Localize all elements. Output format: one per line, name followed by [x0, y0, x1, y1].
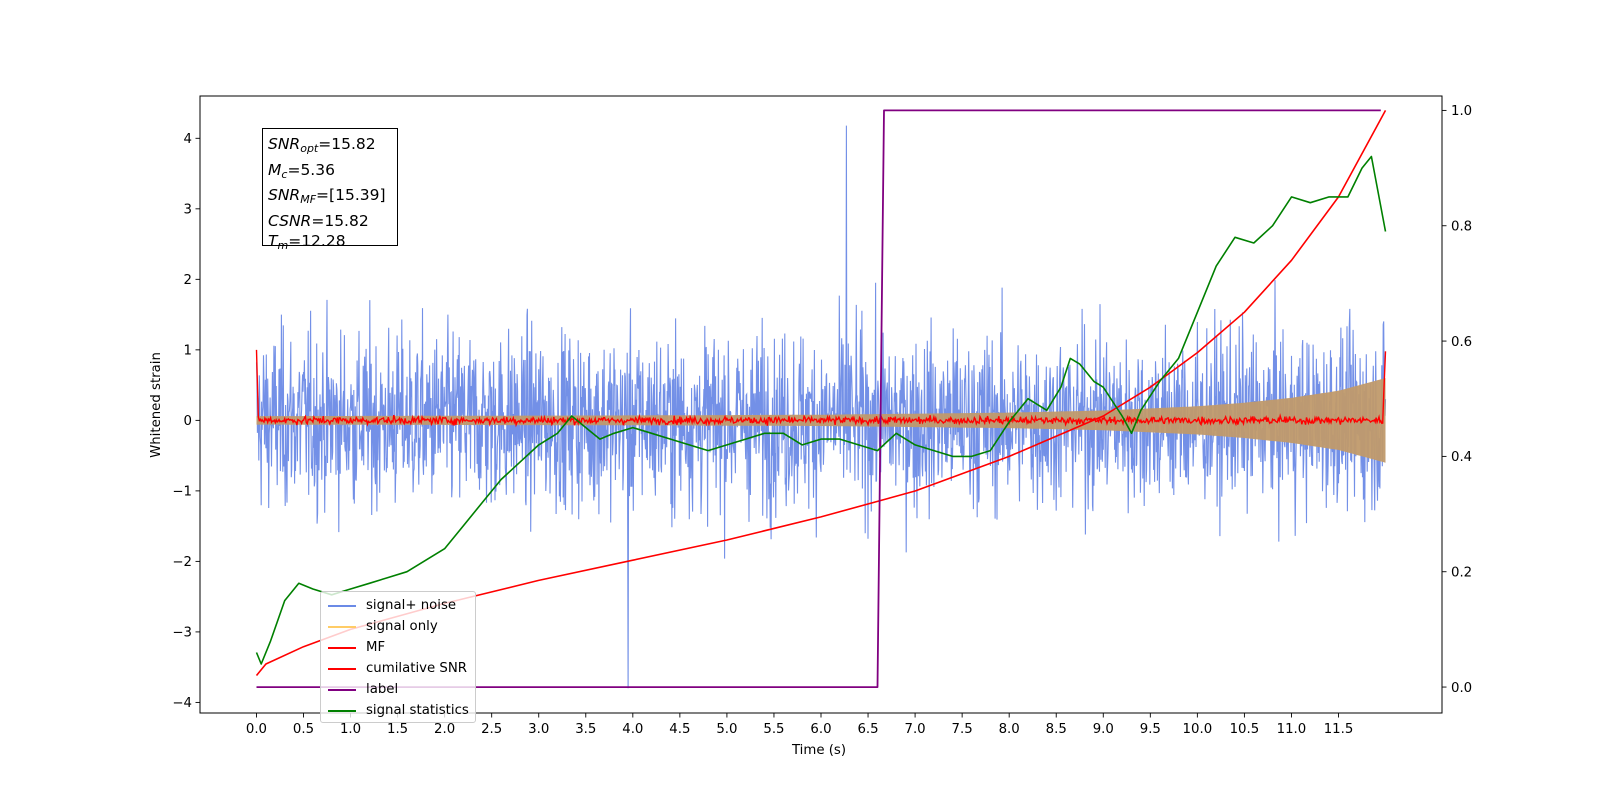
- x-tick-label: 0.5: [293, 722, 314, 737]
- x-tick-label: 0.0: [246, 722, 267, 737]
- legend-label-signal-noise: signal+ noise: [366, 598, 457, 613]
- x-tick-label: 7.0: [905, 722, 926, 737]
- legend-swatch-signal-noise: [328, 604, 356, 607]
- legend-swatch-cumulative-snr: [328, 667, 356, 670]
- legend-label-cumulative-snr: cumilative SNR: [366, 661, 468, 676]
- x-tick-label: 1.5: [387, 722, 408, 737]
- legend-swatch-signal-only: [328, 625, 356, 628]
- x-tick-label: 2.0: [434, 722, 455, 737]
- snr-mf-annotation: SNRMF=[15.39]: [268, 186, 386, 207]
- y-tick-label: −4: [172, 696, 192, 711]
- x-tick-label: 9.5: [1140, 722, 1161, 737]
- series-label-line: [256, 109, 1381, 688]
- y-tick-label: 0: [184, 414, 192, 429]
- y-tick-label: 4: [184, 132, 192, 147]
- legend-swatch-signal-statistics: [328, 709, 356, 712]
- x-tick-label: 7.5: [952, 722, 973, 737]
- y2-tick-label: 0.4: [1451, 450, 1472, 465]
- x-tick-label: 6.0: [810, 722, 831, 737]
- x-tick-label: 11.5: [1324, 722, 1354, 737]
- tm-annotation: Tm=12.28: [268, 232, 346, 253]
- tm-value: 12.28: [301, 232, 346, 251]
- y2-tick-label: 0.6: [1451, 335, 1472, 350]
- y2-tick-label: 0.8: [1451, 219, 1472, 234]
- csnr-annotation: CSNR=15.82: [268, 211, 369, 230]
- snr-opt-value: 15.82: [331, 135, 376, 153]
- legend-label-signal-only: signal only: [366, 619, 438, 634]
- y-axis-label: Whitened strain: [149, 352, 164, 458]
- y2-tick-label: 1.0: [1451, 104, 1472, 119]
- x-tick-label: 1.0: [340, 722, 361, 737]
- legend-item-label: label: [321, 679, 475, 700]
- legend-label-label: label: [366, 682, 399, 697]
- x-tick-label: 3.5: [575, 722, 596, 737]
- legend-label-mf: MF: [366, 640, 386, 655]
- mc-annotation: Mc=5.36: [268, 160, 335, 181]
- metrics-annotation-box: SNRopt=15.82 Mc=5.36 SNRMF=[15.39] CSNR=…: [262, 128, 398, 252]
- legend-item-cumulative-snr: cumilative SNR: [321, 658, 475, 679]
- x-tick-label: 4.0: [622, 722, 643, 737]
- legend: signal+ noise signal only MF cumilative …: [320, 591, 476, 723]
- x-tick-label: 5.5: [763, 722, 784, 737]
- mc-value: 5.36: [300, 160, 335, 179]
- x-axis-label: Time (s): [791, 743, 846, 758]
- x-tick-label: 4.5: [669, 722, 690, 737]
- legend-label-signal-statistics: signal statistics: [366, 703, 469, 718]
- y-tick-label: 1: [184, 344, 192, 359]
- y-axis-right: 0.0 0.2 0.4 0.6 0.8 1.0: [1442, 104, 1472, 696]
- series-signal-statistics-line: [255, 155, 1387, 665]
- x-tick-label: 8.5: [1046, 722, 1067, 737]
- y-tick-label: −3: [172, 626, 192, 641]
- x-tick-label: 2.5: [481, 722, 502, 737]
- x-tick-label: 6.5: [857, 722, 878, 737]
- x-tick-label: 10.5: [1230, 722, 1260, 737]
- series-signal-noise-line: [255, 125, 1387, 689]
- y2-tick-label: 0.0: [1451, 681, 1472, 696]
- y2-tick-label: 0.2: [1451, 565, 1472, 580]
- legend-swatch-label: [328, 688, 356, 691]
- y-axis-left: −4 −3 −2 −1 0 1 2 3 4: [172, 132, 200, 711]
- x-tick-label: 11.0: [1277, 722, 1307, 737]
- legend-item-signal-statistics: signal statistics: [321, 700, 475, 721]
- y-tick-label: −2: [172, 555, 192, 570]
- y-tick-label: 2: [184, 273, 192, 288]
- y-tick-label: −1: [172, 485, 192, 500]
- x-tick-label: 10.0: [1183, 722, 1213, 737]
- series-mf-line: [255, 349, 1387, 428]
- snr-mf-value: [15.39]: [329, 186, 386, 205]
- x-tick-label: 5.0: [716, 722, 737, 737]
- y-tick-label: 3: [184, 203, 192, 218]
- x-tick-label: 3.0: [528, 722, 549, 737]
- x-tick-label: 8.0: [999, 722, 1020, 737]
- legend-swatch-mf: [328, 646, 356, 649]
- legend-item-mf: MF: [321, 637, 475, 658]
- x-tick-label: 9.0: [1093, 722, 1114, 737]
- x-axis: 0.0 0.5 1.0 1.5 2.0 2.5 3.0 3.5 4.0 4.5 5.0 5.5 6.0 6…: [246, 713, 1353, 737]
- csnr-value: 15.82: [324, 211, 369, 230]
- snr-opt-annotation: SNRopt=15.82: [268, 135, 376, 155]
- legend-item-signal-noise: signal+ noise: [321, 595, 475, 616]
- legend-item-signal-only: signal only: [321, 616, 475, 637]
